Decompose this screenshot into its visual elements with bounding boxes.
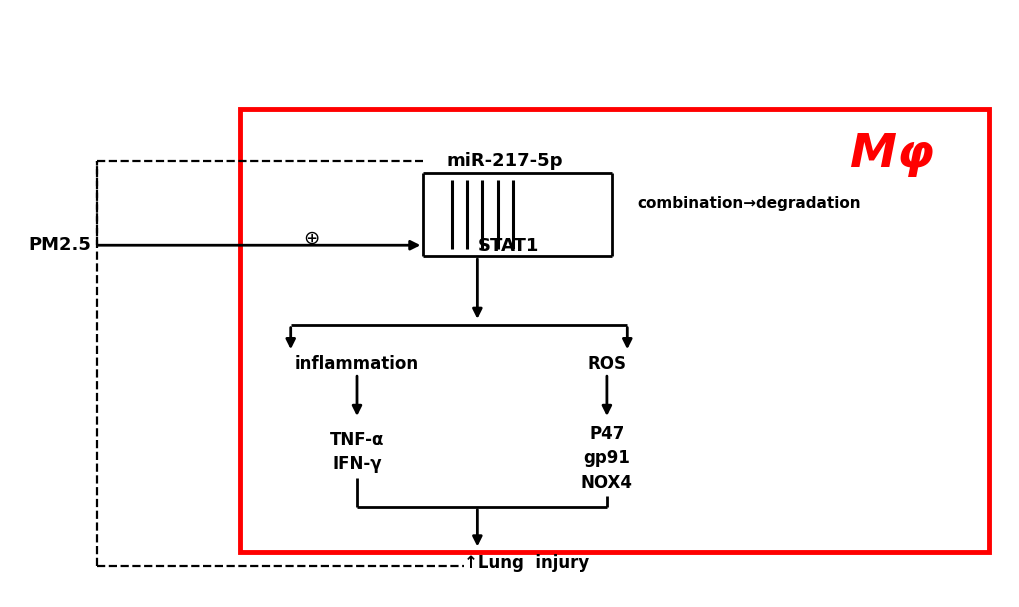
Text: miR-217-5p: miR-217-5p — [446, 152, 562, 170]
Text: combination→degradation: combination→degradation — [637, 196, 860, 211]
Text: STAT1: STAT1 — [477, 237, 538, 255]
Text: gp91: gp91 — [583, 449, 630, 467]
Text: NOX4: NOX4 — [581, 473, 632, 492]
Text: inflammation: inflammation — [294, 355, 419, 373]
Text: PM2.5: PM2.5 — [29, 236, 92, 254]
Text: P47: P47 — [589, 425, 624, 443]
Text: ROS: ROS — [587, 355, 626, 373]
Text: TNF-α: TNF-α — [329, 431, 384, 449]
Text: ⊕: ⊕ — [303, 228, 319, 248]
Text: IFN-γ: IFN-γ — [332, 455, 381, 473]
Bar — [239, 109, 988, 552]
Text: Mφ: Mφ — [850, 132, 933, 177]
Text: ↑Lung  injury: ↑Lung injury — [464, 554, 589, 572]
